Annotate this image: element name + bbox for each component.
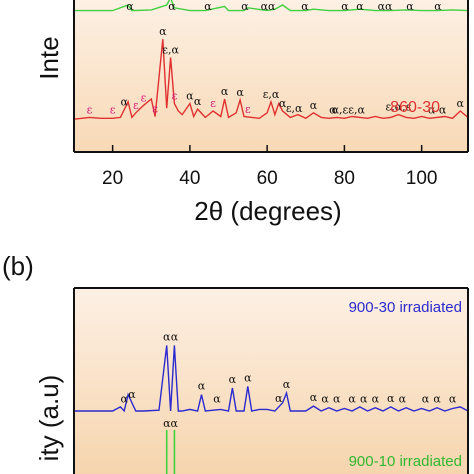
panel-a-peak-label: ε	[141, 91, 147, 104]
panel-a-peak-label: ε	[245, 103, 251, 116]
panel-b-peak-label: α	[372, 393, 380, 406]
panel-a-peak-label: α	[186, 90, 194, 103]
panel-a-green-peak-label: α	[168, 0, 176, 13]
panel-b-peak-label: α	[283, 378, 291, 391]
panel-b-green-peak-labels: αα	[163, 417, 178, 430]
panel-a-green-peak-label: αα	[261, 0, 276, 13]
panel-b-peak-label: α	[128, 388, 136, 401]
panel-a-green-peak-label: αα	[378, 0, 393, 13]
panel-b-peak-label: α	[171, 330, 179, 343]
panel-b-peak-label: α	[360, 393, 368, 406]
panel-a-peak-label: α	[194, 95, 202, 108]
panel-b-peak-label: α	[321, 393, 329, 406]
panel-b-peak-label: α	[163, 330, 171, 343]
panel-b-peak-label: α	[198, 380, 206, 393]
panel-b-peak-label: α	[213, 393, 221, 406]
panel-a-green-peak-label: α	[406, 0, 414, 13]
panel-a-peak-label: α	[120, 96, 128, 109]
panel-a-peak-label: ε	[133, 99, 139, 112]
panel-a-x-tick-label: 40	[179, 168, 200, 189]
panel-a-peak-label: α	[221, 85, 229, 98]
panel-b-background	[74, 288, 468, 474]
panel-a-green-peak-label: α	[434, 0, 442, 13]
panel-b-peak-label: α	[120, 393, 128, 406]
panel-a-x-tick-label: 100	[406, 168, 438, 189]
panel-b-peak-label: α	[449, 393, 457, 406]
panel-b-peak-label: α	[399, 393, 407, 406]
panel-a-peak-label: α	[159, 25, 167, 38]
panel-a-green-peak-label: α	[356, 0, 364, 13]
panel-b-y-axis-label: ity (a.u)	[34, 375, 64, 462]
panel-a-peak-label: ε	[87, 103, 93, 116]
panel-a-peak-label: ε	[152, 102, 158, 115]
panel-b-series-line-900-30	[74, 345, 469, 413]
panel-a-green-peak-label: α	[341, 0, 349, 13]
panel-b-peak-label: α	[348, 393, 356, 406]
panel-a-peak-label: α,εε,α	[332, 103, 366, 116]
panel-a-peak-label: ε	[210, 97, 216, 110]
panel-b-green-peak-label: αα	[163, 417, 178, 430]
panel-a-x-tick-label: 80	[334, 168, 355, 189]
panel-b-peak-label: α	[310, 391, 318, 404]
panel-b-peak-label: α	[433, 393, 441, 406]
panel-a-x-tick-label: 20	[102, 168, 123, 189]
panel-a-peak-label: α	[329, 103, 337, 116]
panel-a-peak-label: ε,α	[162, 44, 179, 57]
panel-b-peak-label: α	[422, 393, 430, 406]
series-label-860-30: 860-30	[390, 99, 440, 116]
panel-a-x-axis-label: 2θ (degrees)	[194, 196, 341, 226]
panel-a-peak-label: α	[236, 86, 244, 99]
panel-b-peak-label: α	[244, 371, 252, 384]
panel-a-green-peak-labels: α α α α αα α α α αα α α	[126, 0, 442, 13]
panel-b-series	[74, 345, 469, 474]
panel-a-peak-label: ε	[172, 90, 178, 103]
panel-b-peak-label: α	[333, 393, 341, 406]
panel-a-x-tick-label: 60	[257, 168, 278, 189]
panel-a-green-peak-label: α	[241, 0, 249, 13]
panel-a-peak-label: α	[279, 97, 287, 110]
panel-b-label: (b)	[2, 251, 34, 281]
panel-b-peak-label: α	[275, 392, 283, 405]
panel-a-peak-label: α α	[428, 103, 447, 116]
panel-a-peak-label: ε	[110, 103, 116, 116]
panel-a-green-peak-label: α	[126, 0, 134, 13]
series-label-900-30-irradiated: 900-30 irradiated	[349, 299, 462, 316]
panel-a-peak-label: ε,α	[263, 88, 280, 101]
panel-a-peak-label: α	[457, 97, 465, 110]
panel-a-series	[73, 0, 469, 120]
series-label-900-10-irradiated: 900-10 irradiated	[349, 453, 462, 470]
panel-b-peak-label: α	[387, 392, 395, 405]
panel-a-green-peak-label: α	[204, 0, 212, 13]
panel-a-y-axis-label: Inte	[34, 36, 64, 79]
panel-a-series-line-0	[73, 39, 469, 120]
panel-b-peak-label: α	[229, 373, 237, 386]
panel-a-series-line-1	[74, 0, 469, 12]
panel-a-x-ticks: 20 40 60 80 100	[102, 145, 437, 189]
panel-a-peak-label: ε,α,ε	[386, 101, 412, 114]
panel-a-peak-label: ε,α	[286, 102, 303, 115]
panel-a-green-peak-label: α	[301, 0, 309, 13]
panel-a-background	[74, 0, 468, 152]
panel-a-peak-label: α	[310, 99, 318, 112]
